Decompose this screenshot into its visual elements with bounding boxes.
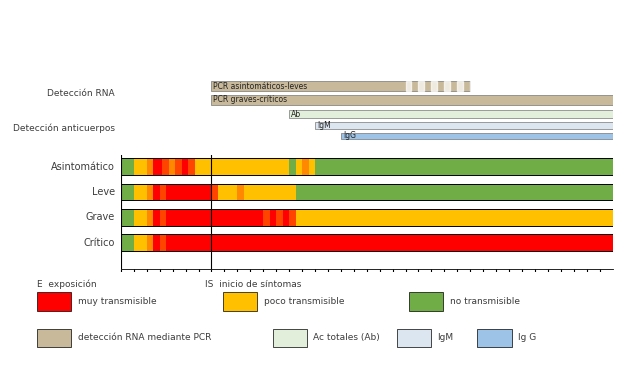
Text: muy transmisible: muy transmisible xyxy=(78,297,156,306)
Bar xyxy=(270,209,276,226)
Text: E  exposición: E exposición xyxy=(37,280,97,290)
Bar xyxy=(121,234,134,251)
Bar xyxy=(397,329,431,347)
Text: IgM: IgM xyxy=(437,333,453,342)
Bar xyxy=(134,158,147,175)
Bar xyxy=(160,209,166,226)
Bar xyxy=(405,81,411,91)
Bar xyxy=(302,158,309,175)
Bar xyxy=(166,184,211,200)
Bar xyxy=(289,209,296,226)
Bar xyxy=(162,158,169,175)
Bar xyxy=(188,158,195,175)
Text: poco transmisible: poco transmisible xyxy=(264,297,344,306)
Bar xyxy=(218,184,237,200)
Bar xyxy=(211,81,470,91)
Text: PCR graves-críticos: PCR graves-críticos xyxy=(213,95,288,104)
Bar xyxy=(153,158,162,175)
Text: Detección anticuerpos: Detección anticuerpos xyxy=(12,123,115,132)
Bar xyxy=(250,184,296,200)
Bar xyxy=(37,329,71,347)
Bar xyxy=(211,95,613,105)
Bar xyxy=(283,209,289,226)
Bar xyxy=(477,329,512,347)
Bar xyxy=(121,209,613,226)
Text: Ac totales (Ab): Ac totales (Ab) xyxy=(313,333,380,342)
Text: Leve: Leve xyxy=(92,187,115,197)
Bar xyxy=(37,293,71,311)
Text: IgM: IgM xyxy=(317,121,330,130)
Bar xyxy=(160,234,166,251)
Bar xyxy=(211,158,289,175)
Bar xyxy=(296,184,302,200)
Text: Grave: Grave xyxy=(86,212,115,222)
Bar xyxy=(302,209,613,226)
Bar xyxy=(153,209,160,226)
Bar xyxy=(153,184,160,200)
Bar xyxy=(166,209,264,226)
Bar xyxy=(309,158,315,175)
Bar xyxy=(470,81,476,91)
Bar xyxy=(121,158,613,175)
Text: Detección RNA: Detección RNA xyxy=(47,89,115,98)
Bar xyxy=(244,184,250,200)
Bar xyxy=(273,329,307,347)
Bar xyxy=(147,184,153,200)
Text: Crítico: Crítico xyxy=(83,238,115,248)
Bar xyxy=(166,234,613,251)
Text: IgG: IgG xyxy=(343,131,356,140)
Bar xyxy=(121,234,613,251)
Bar xyxy=(182,158,188,175)
Bar xyxy=(289,158,296,175)
Text: Asintomático: Asintomático xyxy=(51,162,115,171)
Bar xyxy=(147,234,153,251)
Bar xyxy=(409,293,443,311)
Bar xyxy=(341,133,613,139)
Bar xyxy=(418,81,424,91)
Bar xyxy=(121,184,613,200)
Bar xyxy=(147,209,153,226)
Text: no transmisible: no transmisible xyxy=(450,297,520,306)
Bar xyxy=(134,209,147,226)
Bar xyxy=(134,234,147,251)
Bar xyxy=(169,158,175,175)
Bar xyxy=(223,293,257,311)
Bar xyxy=(302,184,613,200)
Bar xyxy=(276,209,283,226)
Text: Ig G: Ig G xyxy=(518,333,536,342)
Bar xyxy=(315,158,321,175)
Text: PCR asintomáticos-leves: PCR asintomáticos-leves xyxy=(213,82,308,91)
Bar xyxy=(211,184,218,200)
Text: IS  inicio de síntomas: IS inicio de síntomas xyxy=(205,280,301,289)
Text: Ab: Ab xyxy=(291,110,301,118)
Bar xyxy=(432,81,437,91)
Bar xyxy=(153,234,160,251)
Bar xyxy=(195,158,211,175)
Bar xyxy=(289,110,613,118)
Bar xyxy=(121,209,134,226)
Bar xyxy=(121,184,134,200)
Bar xyxy=(296,209,302,226)
Bar xyxy=(264,209,270,226)
Bar xyxy=(121,158,134,175)
Bar xyxy=(296,158,302,175)
Bar xyxy=(315,122,613,128)
Bar xyxy=(175,158,182,175)
Bar xyxy=(134,184,147,200)
Bar xyxy=(237,184,244,200)
Bar xyxy=(321,158,613,175)
Text: detección RNA mediante PCR: detección RNA mediante PCR xyxy=(78,333,211,342)
Bar xyxy=(458,81,463,91)
Bar xyxy=(445,81,450,91)
Bar xyxy=(160,184,166,200)
Bar xyxy=(147,158,153,175)
